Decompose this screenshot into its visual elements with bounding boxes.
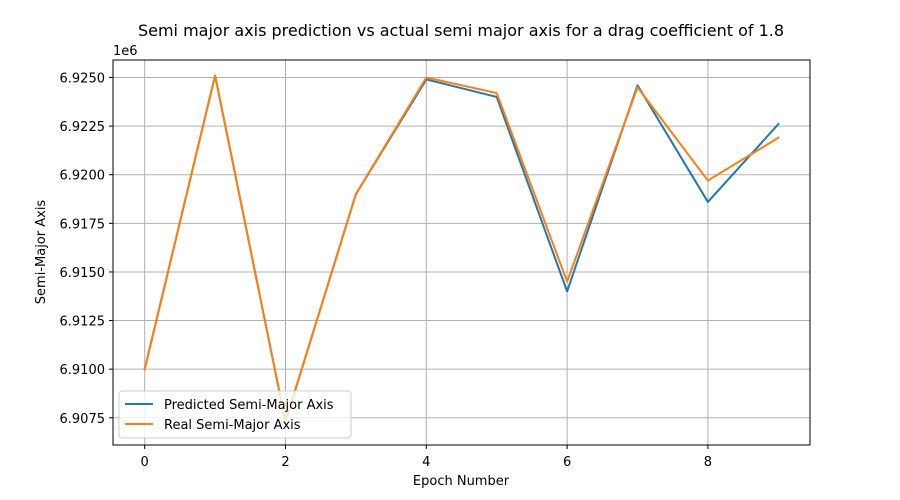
series-lines bbox=[143, 74, 780, 423]
plot-area-frame bbox=[112, 59, 811, 446]
grid bbox=[113, 60, 810, 445]
y-tick-label: 6.9250 bbox=[60, 72, 106, 87]
legend-label-predicted: Predicted Semi-Major Axis bbox=[164, 398, 334, 413]
x-tick-label: 4 bbox=[422, 455, 430, 470]
series-line-real bbox=[143, 74, 780, 423]
legend: Predicted Semi-Major Axis Real Semi-Majo… bbox=[118, 390, 352, 439]
y-tick-label: 6.9150 bbox=[60, 266, 106, 281]
x-tick-label: 6 bbox=[563, 455, 571, 470]
x-tick-label: 2 bbox=[281, 455, 289, 470]
chart-title: Semi major axis prediction vs actual sem… bbox=[138, 21, 784, 40]
y-tick-label: 6.9200 bbox=[60, 169, 106, 184]
x-axis: 0 2 4 6 8 bbox=[141, 445, 712, 470]
y-axis: 6.9075 6.9100 6.9125 6.9150 6.9175 6.9200 6.92… bbox=[60, 72, 113, 427]
x-axis-label: Epoch Number bbox=[413, 474, 510, 489]
y-axis-offset-text: 1e6 bbox=[113, 44, 138, 59]
y-tick-label: 6.9100 bbox=[60, 363, 106, 378]
x-tick-label: 8 bbox=[704, 455, 712, 470]
y-tick-label: 6.9125 bbox=[60, 315, 106, 330]
legend-label-real: Real Semi-Major Axis bbox=[164, 418, 301, 433]
x-tick-label: 0 bbox=[141, 455, 149, 470]
y-tick-label: 6.9075 bbox=[60, 412, 106, 427]
y-tick-label: 6.9175 bbox=[60, 217, 106, 232]
y-tick-label: 6.9225 bbox=[60, 120, 106, 135]
legend-box bbox=[118, 390, 352, 439]
y-axis-label: Semi-Major Axis bbox=[34, 200, 49, 305]
